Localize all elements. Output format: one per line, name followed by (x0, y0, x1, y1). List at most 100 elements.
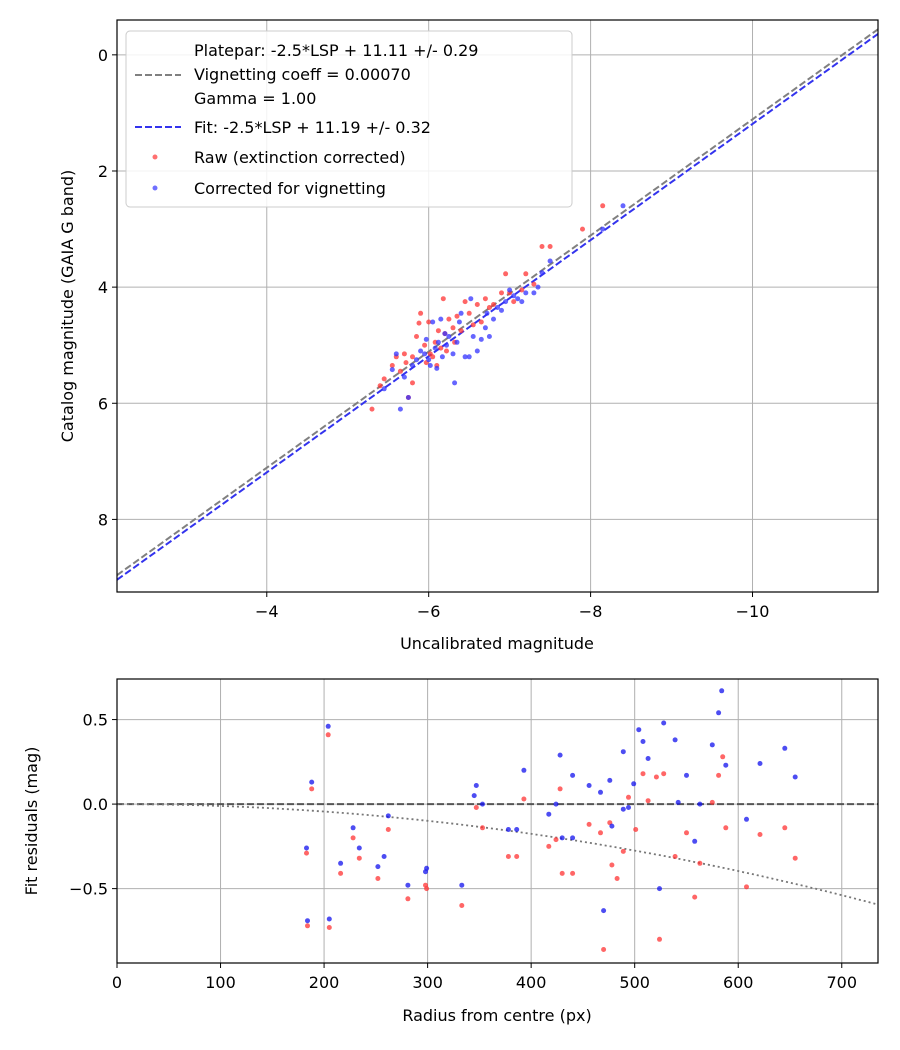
top-corrected-point (405, 395, 411, 400)
bottom-raw-point (350, 835, 356, 841)
bottom-raw-point (514, 854, 520, 859)
bottom-y-axis-label: Fit residuals (mag) (22, 747, 41, 896)
top-raw-point (499, 290, 504, 296)
top-raw-point (403, 360, 409, 366)
legend-entry-raw: Raw (extinction corrected) (194, 148, 406, 167)
bottom-corrected-point (716, 710, 722, 716)
bottom-raw-point (557, 786, 563, 792)
bottom-x-tick-label: 500 (619, 973, 650, 992)
top-corrected-point (381, 386, 387, 392)
top-fit-lines (116, 28, 879, 581)
bottom-raw-point (609, 862, 615, 868)
top-corrected-point (620, 203, 626, 209)
top-y-axis-label: Catalog magnitude (GAIA G band) (58, 170, 77, 442)
bottom-corrected-point (309, 779, 315, 785)
top-corrected-point (491, 316, 496, 322)
top-corrected-point (450, 351, 456, 357)
bottom-raw-point (586, 821, 592, 827)
bottom-raw-point (744, 884, 749, 890)
bottom-raw-point (757, 832, 763, 837)
top-corrected-point (446, 334, 452, 339)
top-corrected-point (410, 363, 415, 368)
top-x-tick-label: −10 (736, 602, 770, 621)
bottom-corrected-point (631, 781, 637, 787)
bottom-x-axis-label: Radius from centre (px) (402, 1006, 591, 1025)
top-x-tick-label: −6 (417, 602, 441, 621)
bottom-corrected-point (304, 845, 309, 851)
bottom-raw-point (325, 732, 331, 738)
top-panel: −4 −6 −8 −10 0 2 4 6 8 Uncalibrated magnitude Ca… (58, 19, 879, 653)
top-corrected-point (523, 290, 529, 296)
bottom-corrected-point (684, 772, 689, 778)
bottom-raw-point (570, 870, 576, 876)
top-corrected-point (401, 374, 407, 380)
top-corrected-point (432, 345, 438, 351)
bottom-corrected-point (645, 756, 651, 761)
top-raw-point (519, 287, 525, 293)
bottom-corrected-point (559, 835, 565, 841)
top-raw-point (547, 244, 553, 249)
top-raw-point (377, 383, 383, 389)
bottom-x-tick-label: 0 (112, 973, 122, 992)
bottom-raw-point (640, 771, 646, 777)
bottom-corrected-point (356, 845, 362, 851)
top-corrected-point (456, 319, 462, 325)
top-corrected-point (434, 365, 440, 371)
top-corrected-point (482, 325, 488, 331)
top-raw-point (470, 322, 476, 328)
top-raw-point (474, 302, 480, 307)
top-corrected-point (427, 363, 433, 368)
top-raw-point (401, 351, 407, 357)
bottom-raw-point (326, 925, 332, 930)
bottom-y-tick-label: −0.5 (69, 880, 108, 899)
bottom-raw-point (601, 947, 607, 952)
top-raw-point (600, 203, 606, 209)
top-raw-point (482, 296, 488, 302)
bottom-corrected-point (338, 860, 344, 866)
top-corrected-point (486, 334, 492, 339)
top-corrected-point (547, 258, 553, 264)
bottom-scatter-points (304, 688, 798, 952)
bottom-raw-point (697, 860, 703, 866)
top-platepar-line (116, 28, 879, 576)
top-ticks: −4 −6 −8 −10 0 2 4 6 8 (98, 46, 770, 621)
top-raw-point (369, 406, 375, 412)
bottom-corrected-point (620, 806, 626, 812)
top-raw-point (438, 345, 444, 351)
top-corrected-point (468, 296, 474, 302)
top-raw-point (418, 310, 424, 316)
top-raw-point (435, 328, 441, 334)
bottom-raw-point (672, 854, 678, 859)
bottom-raw-point (405, 896, 411, 902)
bottom-corrected-point (459, 882, 465, 888)
top-raw-point (531, 281, 537, 287)
bottom-corrected-point (672, 737, 678, 743)
top-corrected-point (423, 336, 429, 342)
top-raw-point (410, 380, 415, 386)
bottom-raw-point (653, 774, 659, 780)
bottom-corrected-point (381, 854, 387, 859)
top-corrected-point (600, 226, 606, 232)
bottom-raw-point (459, 903, 465, 908)
bottom-raw-point (338, 870, 344, 876)
bottom-corrected-point (620, 749, 626, 755)
bottom-raw-point (620, 848, 626, 854)
bottom-reference-lines (117, 803, 879, 906)
bottom-corrected-point (557, 752, 563, 758)
top-corrected-point (466, 354, 472, 360)
bottom-corrected-point (325, 723, 331, 729)
bottom-raw-point (633, 827, 639, 832)
bottom-corrected-point (675, 799, 681, 805)
top-corrected-point (454, 339, 460, 345)
bottom-raw-point (692, 894, 698, 900)
bottom-raw-point (559, 870, 565, 876)
bottom-corrected-point (473, 783, 479, 788)
top-axes-frame (116, 19, 879, 593)
bottom-x-tick-label: 100 (205, 973, 236, 992)
legend-handle-raw-marker (152, 154, 158, 160)
bottom-corrected-point (375, 864, 381, 870)
bottom-raw-point (709, 799, 715, 805)
bottom-raw-point (720, 754, 726, 760)
top-corrected-point (539, 270, 545, 276)
